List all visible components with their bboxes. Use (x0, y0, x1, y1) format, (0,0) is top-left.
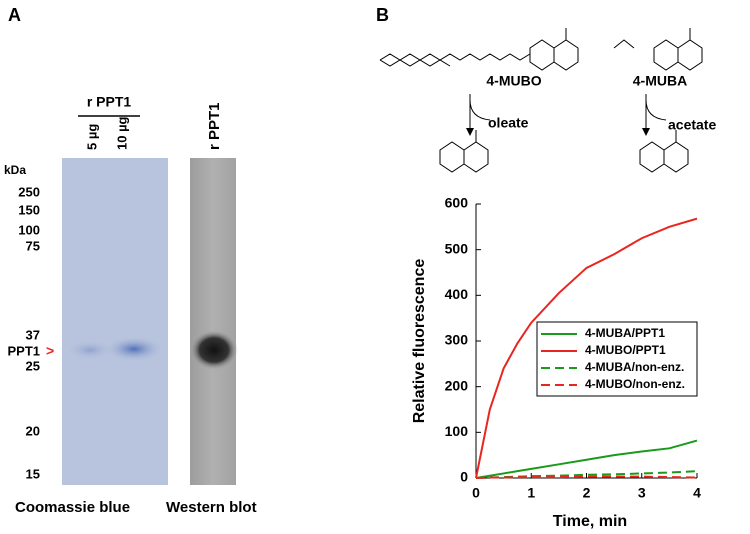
western-blot (190, 158, 236, 485)
x-axis-title: Time, min (553, 513, 627, 530)
x-tick-label: 0 (472, 485, 480, 501)
marker-label: 250 (18, 184, 40, 199)
unit-label: kDa (4, 163, 26, 177)
blot-band (190, 330, 238, 370)
marker-label: 15 (26, 466, 40, 481)
gel-band (66, 340, 114, 360)
product-label: acetate (668, 117, 716, 133)
y-tick-label: 500 (445, 240, 469, 256)
legend-label: 4-MUBO/PPT1 (585, 343, 666, 357)
y-tick-label: 0 (460, 469, 468, 485)
y-tick-label: 200 (445, 377, 469, 393)
y-tick-label: 100 (445, 423, 469, 439)
panel-label: A (8, 5, 21, 25)
arrow: > (46, 343, 54, 359)
structure (379, 28, 703, 173)
y-tick-label: 300 (445, 332, 469, 348)
lane-label: 10 µg (114, 116, 129, 150)
marker-label: 75 (26, 238, 40, 253)
series-line (475, 439, 698, 479)
gel-band (104, 336, 164, 362)
product-label: oleate (488, 115, 529, 131)
caption: Western blot (166, 499, 257, 516)
x-tick-label: 2 (583, 485, 591, 501)
lane-label: 5 µg (84, 124, 99, 150)
marker-label: 37 (26, 327, 40, 342)
series-line (475, 217, 698, 479)
legend-label: 4-MUBA/PPT1 (585, 326, 665, 340)
marker-label: PPT1 (7, 343, 40, 358)
marker-label: 100 (18, 222, 40, 237)
marker-label: 20 (26, 423, 40, 438)
legend-label: 4-MUBA/non-enz. (585, 360, 684, 374)
marker-label: 25 (26, 358, 40, 373)
y-axis-title: Relative fluorescence (411, 259, 428, 424)
series-line (475, 470, 698, 479)
blot-label: r PPT1 (206, 102, 223, 150)
series-line (475, 475, 698, 479)
caption: Coomassie blue (15, 499, 130, 516)
panel-label: B (376, 5, 389, 25)
marker-label: 150 (18, 202, 40, 217)
coomassie-gel (62, 158, 168, 485)
x-tick-label: 4 (693, 485, 701, 501)
legend-label: 4-MUBO/non-enz. (585, 377, 685, 391)
x-tick-label: 1 (527, 485, 535, 501)
x-tick-label: 3 (638, 485, 646, 501)
y-tick-label: 400 (445, 286, 469, 302)
compound-label: 4-MUBO (486, 73, 541, 89)
y-tick-label: 600 (445, 195, 469, 211)
group-label: r PPT1 (87, 94, 132, 110)
compound-label: 4-MUBA (633, 73, 687, 89)
